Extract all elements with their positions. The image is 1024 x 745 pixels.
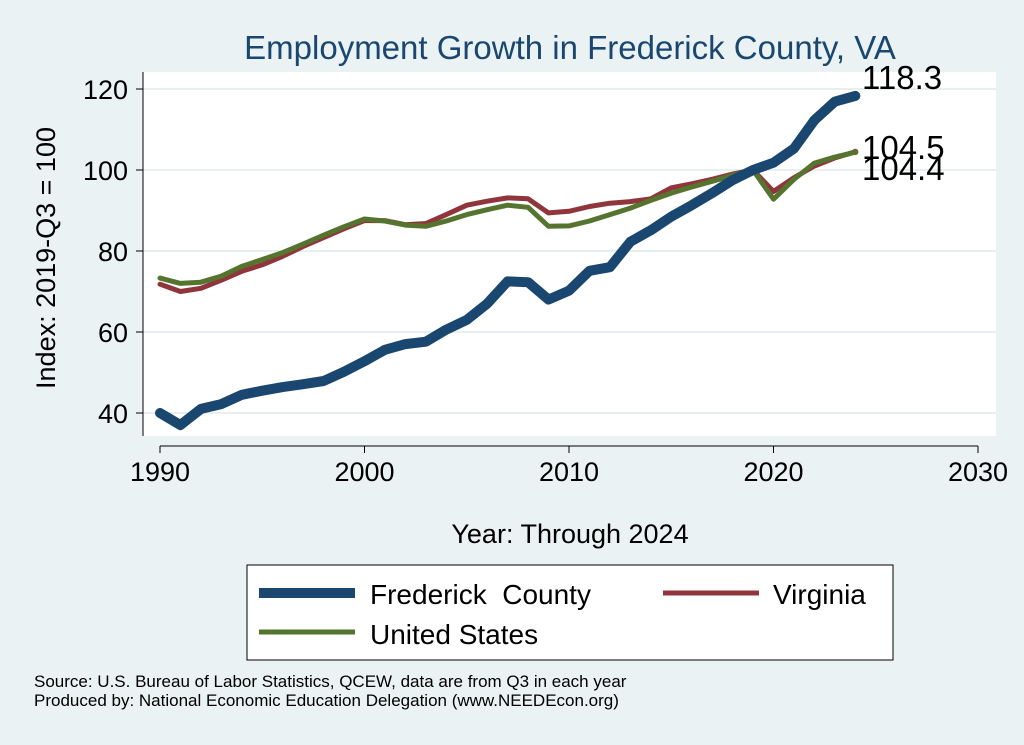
legend-label-us: United States — [370, 619, 538, 650]
chart-title: Employment Growth in Frederick County, V… — [244, 29, 896, 66]
end-marker-frederick — [851, 91, 860, 100]
x-tick-label-2000: 2000 — [334, 457, 394, 487]
y-tick-label-120: 120 — [83, 75, 128, 105]
x-tick-label-2010: 2010 — [539, 457, 599, 487]
end-label-us: 104.4 — [862, 150, 945, 187]
y-tick-label-40: 40 — [98, 399, 128, 429]
y-tick-label-100: 100 — [83, 156, 128, 186]
x-tick-label-2020: 2020 — [743, 457, 803, 487]
end-label-frederick: 118.3 — [862, 59, 942, 96]
end-label-virginia: 104.5 — [862, 129, 945, 166]
legend-label-virginia: Virginia — [773, 579, 866, 610]
y-tick-label-80: 80 — [98, 237, 128, 267]
legend-box — [246, 564, 894, 661]
y-axis-ticks: 40 60 80 100 120 — [83, 75, 143, 429]
source-note: Source: U.S. Bureau of Labor Statistics,… — [34, 672, 627, 691]
x-axis-label: Year: Through 2024 — [451, 519, 688, 549]
series-line-frederick — [155, 90, 861, 431]
legend: Frederick County Virginia United States — [246, 564, 894, 661]
end-marker-us — [852, 149, 859, 156]
x-tick-label-1990: 1990 — [130, 457, 190, 487]
y-tick-label-60: 60 — [98, 318, 128, 348]
x-tick-label-2030: 2030 — [948, 457, 1008, 487]
series-lines — [155, 90, 861, 431]
producer-note: Produced by: National Economic Education… — [34, 691, 619, 710]
legend-label-frederick: Frederick County — [370, 579, 591, 610]
y-axis-label: Index: 2019-Q3 = 100 — [31, 127, 61, 389]
x-axis-ticks: 1990 2000 2010 2020 2030 — [130, 446, 1008, 487]
